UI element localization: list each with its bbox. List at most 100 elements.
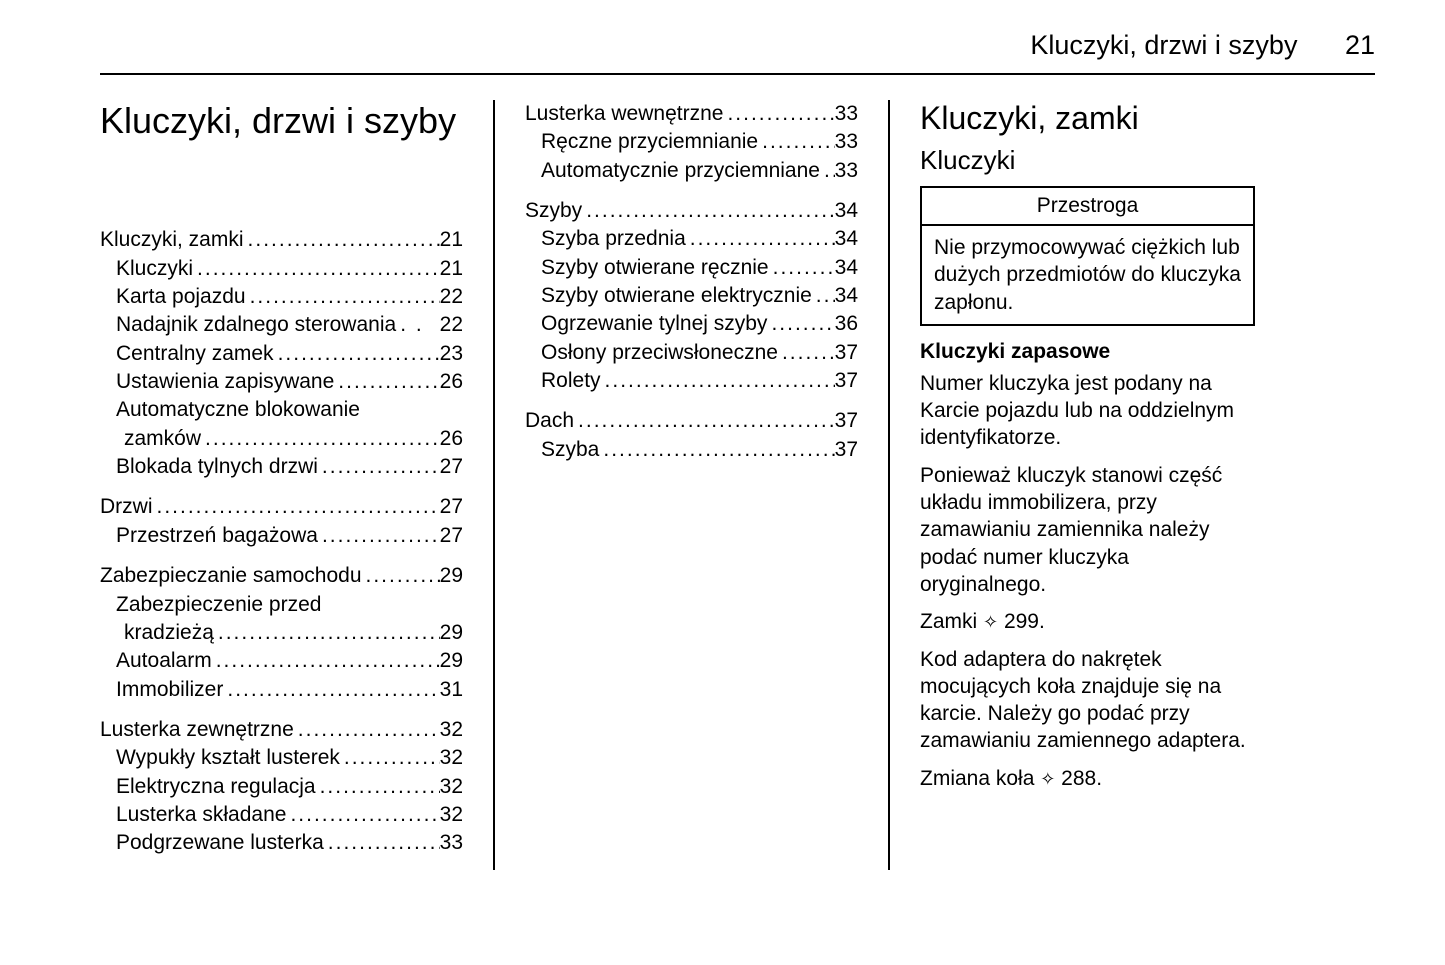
toc-page-number: 26	[440, 368, 463, 396]
column-3: Kluczyki, zamki Kluczyki Przestroga Nie …	[890, 100, 1285, 870]
toc-page-number: 34	[835, 254, 858, 282]
page-header: Kluczyki, drzwi i szyby 21	[100, 30, 1375, 75]
toc-entry: Szyby otwierane elektrycznie............…	[525, 282, 858, 310]
toc-page-number: 32	[440, 773, 463, 801]
toc-label: Kluczyki, zamki	[100, 226, 244, 254]
toc-leader-dots: ........................................…	[212, 647, 440, 675]
toc-label: Szyby otwierane ręcznie	[541, 254, 769, 282]
toc-label: Zabezpieczanie samochodu	[100, 562, 362, 590]
toc-leader-dots: . .	[396, 311, 439, 339]
toc-page-number: 37	[835, 436, 858, 464]
toc-page-number: 36	[835, 310, 858, 338]
toc-leader-dots: ........................................…	[334, 368, 439, 396]
toc-leader-dots: ........................................…	[316, 773, 440, 801]
toc-page-number: 21	[440, 226, 463, 254]
toc-label: kradzieżą	[124, 619, 214, 647]
toc-label: Ustawienia zapisywane	[116, 368, 334, 396]
toc-leader-dots: ........................................…	[318, 453, 440, 481]
toc-entry: Kluczyki................................…	[100, 255, 463, 283]
toc-label: Osłony przeciwsłoneczne	[541, 339, 778, 367]
toc-leader-dots: ........................................…	[778, 339, 835, 367]
paragraph: Numer kluczyka jest podany na Karcie poj…	[920, 370, 1255, 452]
paragraph-xref: Zamki ✧ 299.	[920, 608, 1255, 635]
toc-leader-dots: ........................................…	[223, 676, 439, 704]
toc-leader-dots: ........................................…	[274, 340, 440, 368]
toc-entry: kradzieżą...............................…	[100, 619, 463, 647]
xref-page: 288.	[1061, 767, 1102, 790]
toc-entry: Automatyczne blokowanie	[100, 396, 463, 424]
toc-group: Dach....................................…	[525, 407, 858, 464]
toc-label: Ręczne przyciemnianie	[541, 128, 758, 156]
toc-entry: Rolety..................................…	[525, 367, 858, 395]
toc-label: Elektryczna regulacja	[116, 773, 316, 801]
toc-leader-dots: ........................................…	[153, 493, 440, 521]
toc-entry: Ustawienia zapisywane...................…	[100, 368, 463, 396]
paragraph: Kod adaptera do nakrętek mocujących koła…	[920, 646, 1255, 755]
toc-leader-dots: ........................................…	[769, 254, 835, 282]
toc-page-number: 23	[440, 340, 463, 368]
toc-column-2: Lusterka wewnętrzne.....................…	[525, 100, 858, 464]
toc-group: Kluczyki, zamki.........................…	[100, 226, 463, 481]
toc-entry: Drzwi...................................…	[100, 493, 463, 521]
toc-page-number: 32	[440, 801, 463, 829]
toc-leader-dots: ........................................…	[214, 619, 440, 647]
toc-entry: Szyba...................................…	[525, 436, 858, 464]
toc-page-number: 32	[440, 716, 463, 744]
toc-leader-dots: ........................................…	[599, 436, 834, 464]
toc-leader-dots: ........................................…	[318, 522, 440, 550]
column-1: Kluczyki, drzwi i szyby Kluczyki, zamki.…	[100, 100, 495, 870]
toc-entry: Nadajnik zdalnego sterowania . . 22	[100, 311, 463, 339]
toc-entry: Automatycznie przyciemniane.............…	[525, 157, 858, 185]
toc-leader-dots: ........................................…	[201, 425, 440, 453]
xref-icon: ✧	[1040, 768, 1055, 791]
toc-entry: Szyby...................................…	[525, 197, 858, 225]
toc-label: Szyba przednia	[541, 225, 686, 253]
toc-label: Rolety	[541, 367, 601, 395]
toc-page-number: 29	[440, 562, 463, 590]
caution-title: Przestroga	[922, 188, 1253, 226]
toc-label: Zabezpieczenie przed	[116, 591, 321, 619]
toc-page-number: 27	[440, 453, 463, 481]
toc-page-number: 22	[440, 311, 463, 339]
toc-label: Podgrzewane lusterka	[116, 829, 324, 857]
toc-page-number: 26	[440, 425, 463, 453]
toc-entry: Szyba przednia..........................…	[525, 225, 858, 253]
toc-leader-dots: ........................................…	[193, 255, 440, 283]
column-2: Lusterka wewnętrzne.....................…	[495, 100, 890, 870]
toc-page-number: 33	[440, 829, 463, 857]
toc-label: Wypukły kształt lusterek	[116, 744, 340, 772]
xref-text: Zamki	[920, 610, 983, 633]
toc-group: Zabezpieczanie samochodu................…	[100, 562, 463, 704]
toc-entry: Kluczyki, zamki.........................…	[100, 226, 463, 254]
toc-label: Ogrzewanie tylnej szyby	[541, 310, 767, 338]
toc-leader-dots: ........................................…	[294, 716, 440, 744]
toc-label: Blokada tylnych drzwi	[116, 453, 318, 481]
content-columns: Kluczyki, drzwi i szyby Kluczyki, zamki.…	[100, 100, 1375, 870]
chapter-title: Kluczyki, drzwi i szyby	[100, 100, 463, 141]
toc-entry: Podgrzewane lusterka....................…	[100, 829, 463, 857]
toc-leader-dots: ........................................…	[582, 197, 834, 225]
toc-page-number: 27	[440, 493, 463, 521]
toc-entry: Zabezpieczenie przed	[100, 591, 463, 619]
toc-leader-dots: ........................................…	[324, 829, 440, 857]
toc-label: zamków	[124, 425, 201, 453]
toc-page-number: 33	[835, 100, 858, 128]
toc-label: Immobilizer	[116, 676, 223, 704]
toc-entry: Immobilizer.............................…	[100, 676, 463, 704]
toc-column-1: Kluczyki, zamki.........................…	[100, 226, 463, 857]
toc-entry: Ręczne przyciemnianie...................…	[525, 128, 858, 156]
paragraph-xref: Zmiana koła ✧ 288.	[920, 765, 1255, 792]
toc-entry: Ogrzewanie tylnej szyby.................…	[525, 310, 858, 338]
toc-entry: Karta pojazdu...........................…	[100, 283, 463, 311]
toc-label: Szyby	[525, 197, 582, 225]
section-heading-2: Kluczyki	[920, 145, 1255, 176]
toc-label: Przestrzeń bagażowa	[116, 522, 318, 550]
toc-leader-dots: ........................................…	[340, 744, 440, 772]
toc-group: Lusterka wewnętrzne.....................…	[525, 100, 858, 185]
toc-page-number: 32	[440, 744, 463, 772]
toc-leader-dots: ........................................…	[758, 128, 835, 156]
toc-label: Drzwi	[100, 493, 153, 521]
toc-page-number: 31	[440, 676, 463, 704]
toc-label: Lusterka wewnętrzne	[525, 100, 723, 128]
subheading-replacement-keys: Kluczyki zapasowe	[920, 340, 1255, 364]
